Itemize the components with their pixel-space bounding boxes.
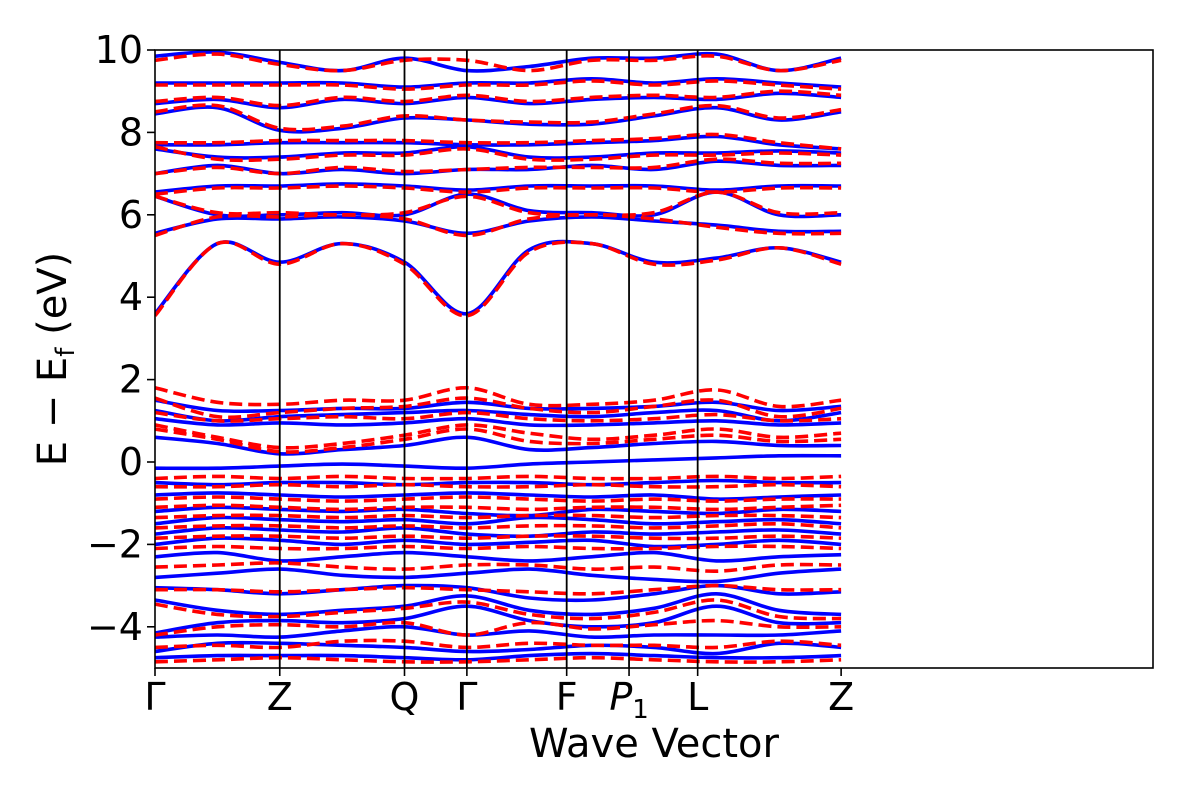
y-axis-label: E − Ef (eV) — [30, 252, 81, 467]
dashed-band-line — [155, 427, 842, 454]
plot-frame — [154, 49, 1154, 669]
y-tick-label: 10 — [95, 28, 143, 72]
dashed-band-line — [155, 132, 842, 151]
dashed-band-line — [155, 474, 842, 481]
dashed-band-line — [155, 103, 842, 132]
x-tick-label: P1 — [609, 675, 648, 725]
high-symmetry-lines — [278, 50, 699, 668]
solid-band-line — [155, 76, 842, 89]
y-tick-label: 4 — [119, 275, 143, 319]
solid-band-line — [155, 144, 842, 160]
x-axis-ticks: Γ Z Q Γ F P1 L Z — [144, 668, 854, 725]
y-tick-label: 2 — [119, 358, 143, 402]
y-axis-ticks: −4 −2 0 2 4 6 8 10 — [87, 28, 155, 649]
y-tick-label: 6 — [119, 193, 143, 237]
solid-band-line — [155, 239, 842, 316]
x-tick-label: Γ — [456, 675, 477, 719]
dashed-band-line — [155, 396, 842, 420]
dashed-band-line — [155, 544, 842, 551]
dashed-band-line — [155, 618, 842, 637]
solid-band-line — [155, 583, 842, 603]
solid-band-line — [155, 536, 842, 549]
solid-band-line — [155, 453, 842, 471]
x-tick-label: F — [556, 675, 578, 719]
x-tick-label: Z — [267, 675, 293, 719]
band-lines — [155, 50, 842, 664]
solid-band-line — [155, 651, 842, 662]
dashed-band-line — [155, 561, 842, 574]
dashed-band-line — [155, 521, 842, 530]
solid-band-line — [155, 416, 842, 428]
solid-band-line — [155, 640, 842, 656]
dashed-band-line — [155, 638, 842, 650]
x-tick-label: Z — [828, 675, 854, 719]
dashed-band-line — [155, 52, 842, 73]
dashed-band-line — [155, 79, 842, 91]
dashed-band-line — [155, 495, 842, 503]
solid-band-line — [155, 134, 842, 151]
y-tick-label: −2 — [87, 522, 143, 566]
dashed-band-line — [155, 503, 842, 512]
solid-band-line — [155, 515, 842, 526]
dashed-band-line — [155, 655, 842, 664]
dashed-band-line — [155, 423, 842, 450]
dashed-band-line — [155, 534, 842, 541]
x-tick-label: L — [687, 675, 708, 719]
solid-band-line — [155, 567, 842, 584]
dashed-band-line — [155, 583, 842, 596]
dashed-band-line — [155, 212, 842, 238]
y-tick-label: 8 — [119, 110, 143, 154]
dashed-band-line — [155, 598, 842, 621]
dashed-band-line — [155, 513, 842, 520]
solid-band-line — [155, 182, 842, 194]
dashed-band-line — [155, 157, 842, 176]
y-tick-label: −4 — [87, 605, 143, 649]
dashed-band-line — [155, 190, 842, 217]
solid-band-line — [155, 491, 842, 501]
solid-band-line — [155, 408, 842, 423]
dashed-band-line — [155, 385, 842, 409]
solid-band-line — [155, 624, 842, 640]
dashed-band-line — [155, 89, 842, 108]
solid-band-line — [155, 435, 842, 456]
solid-band-line — [155, 478, 842, 487]
y-tick-label: 0 — [119, 440, 143, 484]
x-axis-label: Wave Vector — [529, 721, 780, 767]
dashed-band-line — [155, 410, 842, 423]
dashed-band-line — [155, 184, 842, 196]
solid-band-line — [155, 91, 842, 110]
x-tick-label: Γ — [144, 675, 165, 719]
dashed-band-line — [155, 145, 842, 163]
dashed-band-line — [155, 482, 842, 489]
dashed-band-line — [155, 240, 842, 318]
solid-band-line — [155, 550, 842, 563]
x-tick-label: Q — [390, 675, 420, 719]
